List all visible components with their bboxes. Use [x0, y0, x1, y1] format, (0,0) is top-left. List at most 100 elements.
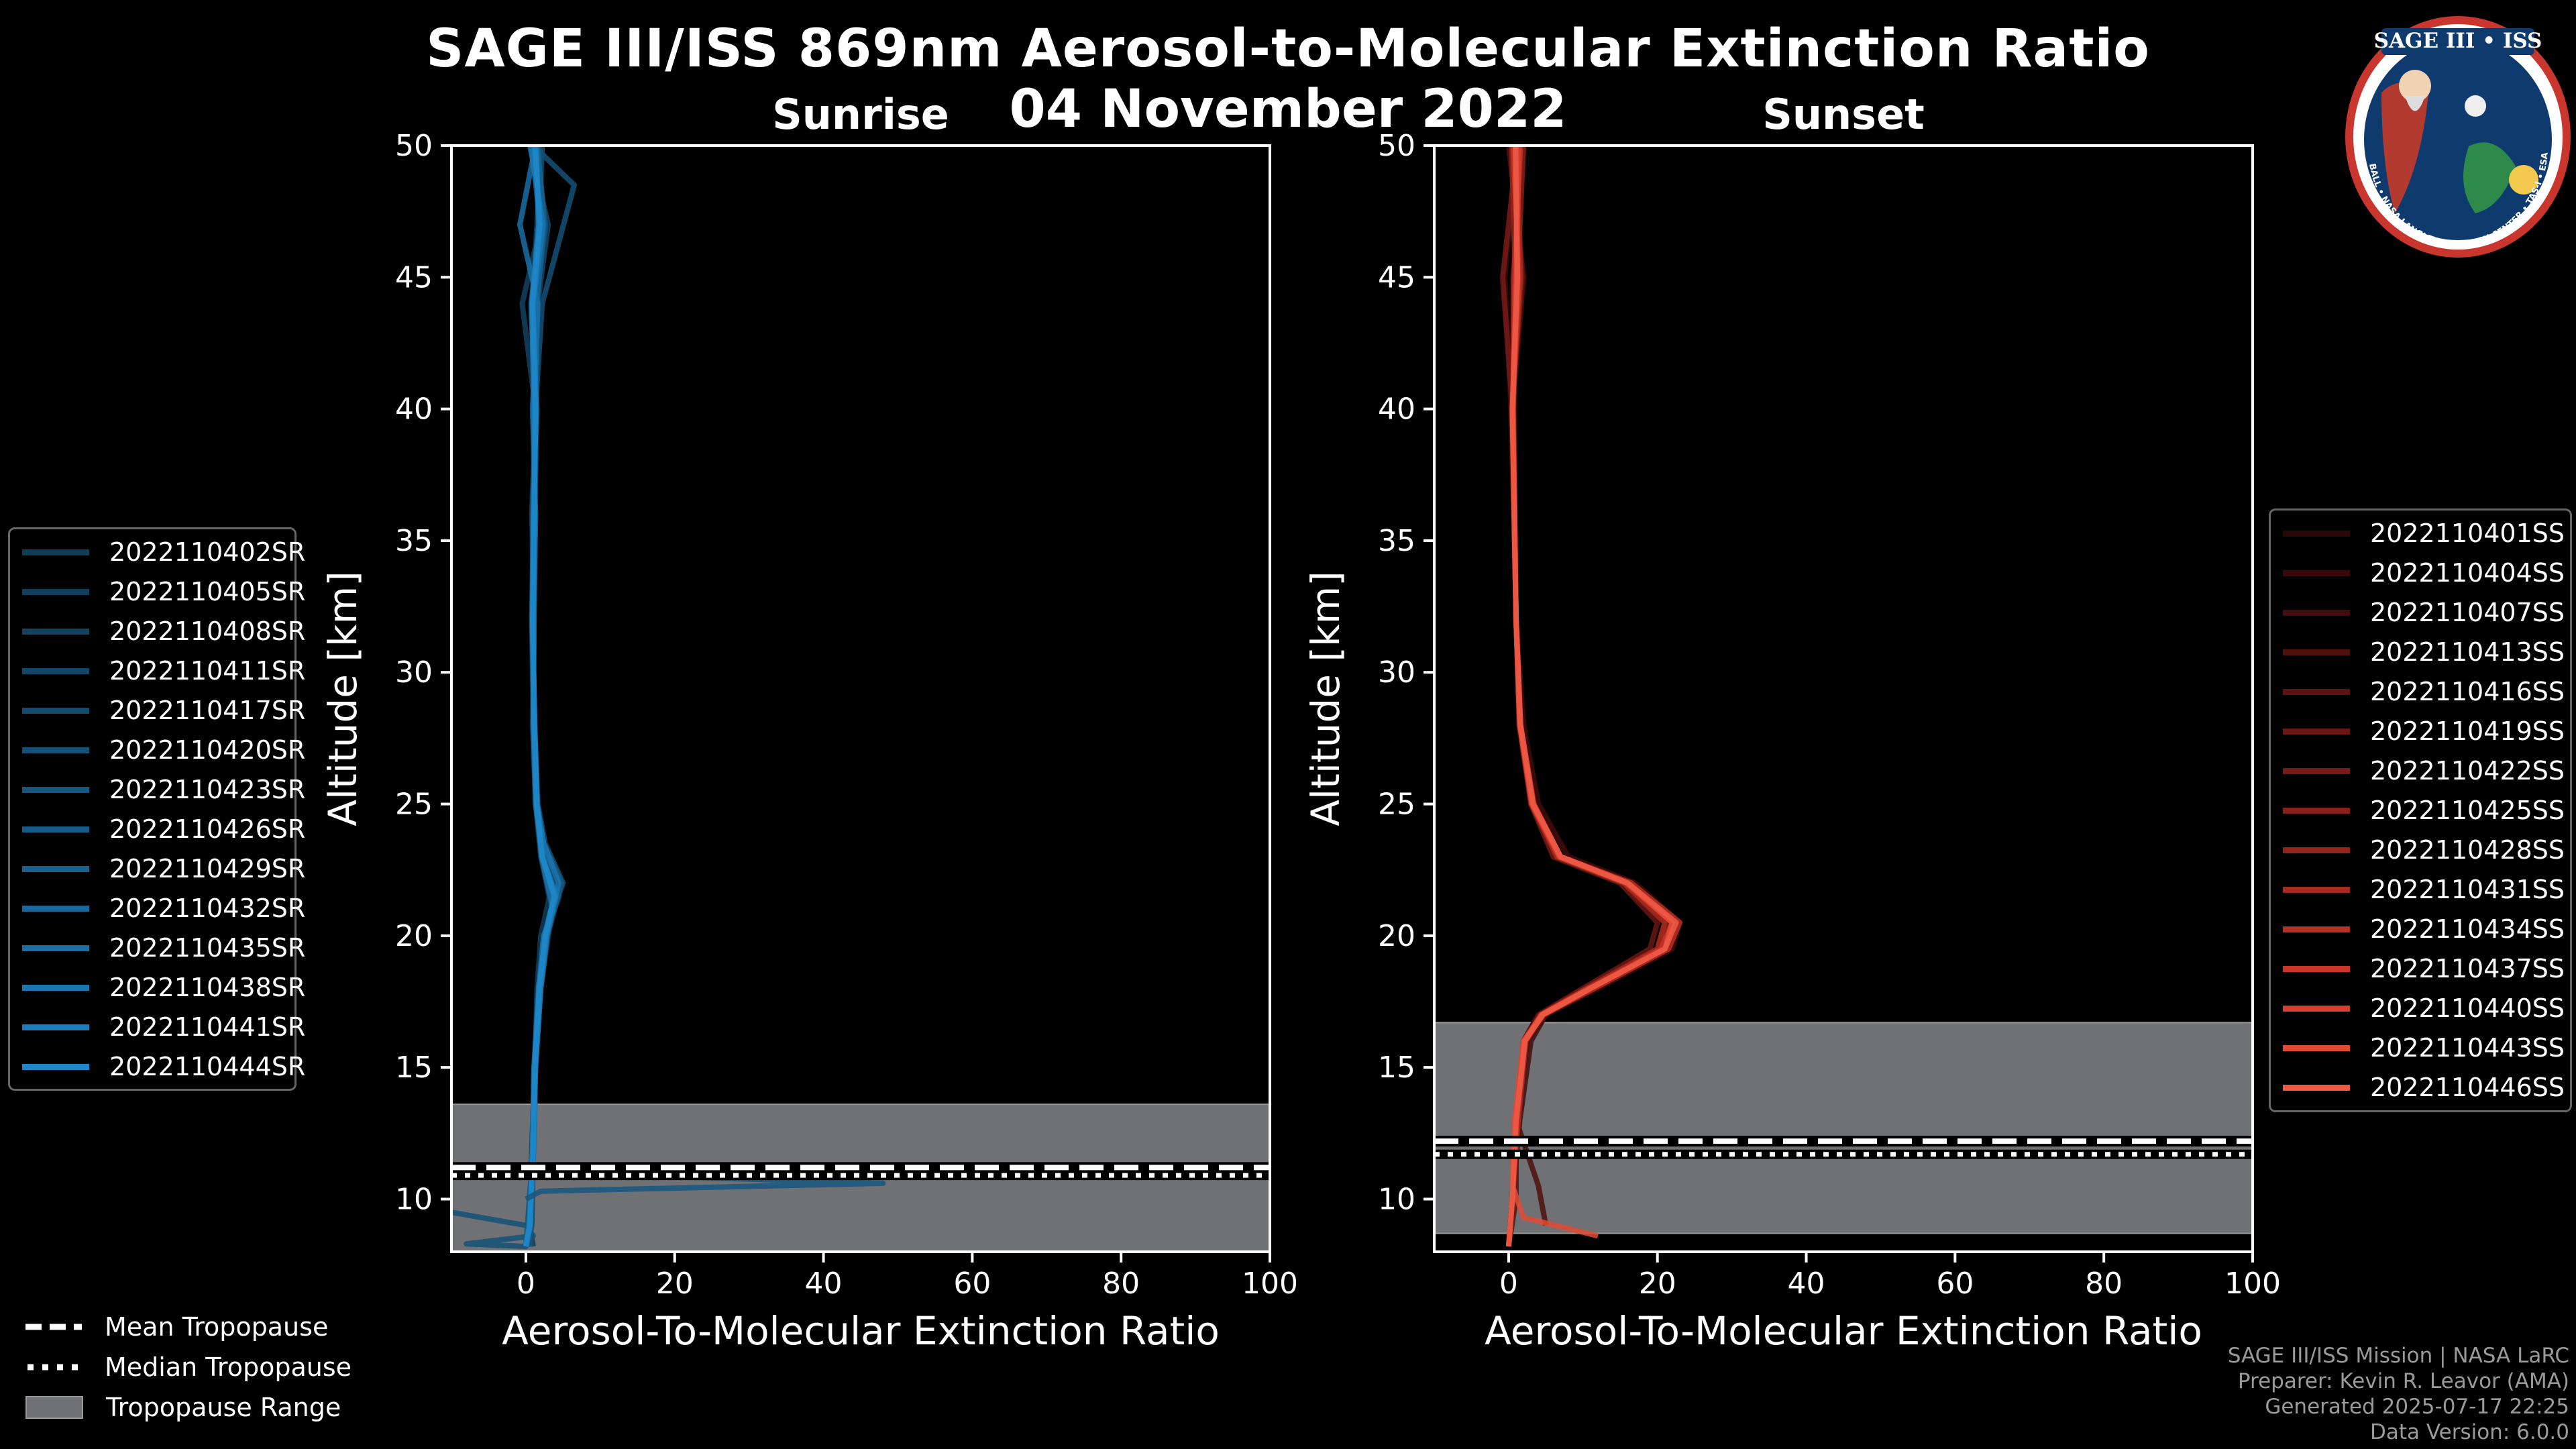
sunrise-panel-title: Sunrise [772, 90, 949, 139]
legend-label: 2022110407SS [2370, 598, 2565, 627]
legend-swatch [2283, 807, 2350, 814]
legend-label: 2022110401SS [2370, 519, 2565, 548]
legend-swatch [22, 1063, 89, 1070]
legend-item-2022110444SR: 2022110444SR [22, 1052, 305, 1081]
legend-label: 2022110428SS [2370, 835, 2565, 865]
legend-swatch [22, 1024, 89, 1030]
legend-item-2022110434SS: 2022110434SS [2283, 914, 2565, 944]
legend-swatch [22, 628, 89, 635]
legend-label: 2022110432SR [109, 894, 306, 923]
sunset-ylabel: Altitude [km] [1303, 571, 1348, 826]
legend-swatch [2283, 1005, 2350, 1012]
legend-swatch [2283, 965, 2350, 972]
legend-label: 2022110420SR [109, 735, 306, 765]
credits-block: SAGE III/ISS Mission | NASA LaRC Prepare… [2228, 1343, 2569, 1445]
sunrise-ytick-label: 20 [395, 919, 433, 953]
sunrise-ytick-label: 50 [395, 129, 433, 163]
sunrise-ytick-label: 25 [395, 788, 433, 822]
legend-label: 2022110405SR [109, 577, 306, 606]
sunrise-plot: 0 20 40 60 80 100 10 15 20 25 30 35 40 45 50 Aerosol-To… [320, 129, 1298, 1354]
sunrise-xtick-label: 100 [1242, 1267, 1298, 1301]
sunrise-series-2022110444SR [523, 145, 557, 1247]
sage-iii-iss-logo: SAGE III • ISS BALL • NASA LANGLEY RESEA… [2345, 16, 2571, 258]
legend-label: 2022110404SS [2370, 558, 2565, 588]
sunrise-ytick-label: 40 [395, 392, 433, 427]
legend-label: 2022110441SR [109, 1012, 306, 1042]
mean-tropopause-label: Mean Tropopause [105, 1312, 329, 1342]
legend-label: 2022110411SR [109, 656, 306, 686]
legend-item-2022110429SR: 2022110429SR [22, 854, 305, 883]
tropopause-range-label: Tropopause Range [106, 1393, 341, 1422]
sunrise-ytick-label: 15 [395, 1051, 433, 1085]
legend-item-2022110402SR: 2022110402SR [22, 537, 305, 567]
legend-label: 2022110438SR [109, 973, 306, 1002]
legend-label: 2022110408SR [109, 616, 306, 646]
sunset-xtick-label: 40 [1788, 1267, 1825, 1301]
sunrise-ytick-label: 35 [395, 524, 433, 558]
sunrise-xtick-label: 20 [656, 1267, 694, 1301]
legend-swatch [2283, 1044, 2350, 1051]
legend-item-2022110413SS: 2022110413SS [2283, 637, 2565, 667]
legend-item-2022110408SR: 2022110408SR [22, 616, 305, 646]
legend-swatch [2283, 886, 2350, 893]
median-tropopause-legend-item: Median Tropopause [25, 1352, 352, 1382]
legend-item-2022110440SS: 2022110440SS [2283, 994, 2565, 1023]
legend-swatch [22, 707, 89, 714]
legend-swatch [2283, 926, 2350, 932]
legend-label: 2022110437SS [2370, 954, 2565, 983]
credit-preparer: Preparer: Kevin R. Leavor (AMA) [2237, 1369, 2569, 1393]
sunset-ytick-label: 20 [1378, 919, 1415, 953]
legend-swatch [22, 588, 89, 595]
legend-item-2022110443SS: 2022110443SS [2283, 1033, 2565, 1063]
legend-swatch [2283, 688, 2350, 695]
legend-label: 2022110435SR [109, 933, 306, 963]
legend-swatch [2283, 847, 2350, 853]
legend-swatch [22, 865, 89, 872]
legend-swatch [2283, 570, 2350, 576]
legend-swatch [22, 667, 89, 674]
legend-label: 2022110413SS [2370, 637, 2565, 667]
legend-item-2022110446SS: 2022110446SS [2283, 1073, 2565, 1102]
legend-swatch [2283, 767, 2350, 774]
sunrise-axes-frame [450, 144, 1271, 1253]
legend-label: 2022110425SS [2370, 796, 2565, 825]
sunrise-xtick-label: 60 [953, 1267, 991, 1301]
legend-label: 2022110416SS [2370, 677, 2565, 706]
legend-swatch [2283, 609, 2350, 616]
credit-mission: SAGE III/ISS Mission | NASA LaRC [2227, 1344, 2569, 1368]
legend-item-2022110422SS: 2022110422SS [2283, 756, 2565, 786]
sunset-xtick-label: 80 [2085, 1267, 2123, 1301]
legend-swatch [22, 984, 89, 991]
sunrise-xtick-label: 80 [1102, 1267, 1140, 1301]
legend-label: 2022110429SR [109, 854, 306, 883]
sunset-series-2022110446SS [1505, 145, 1679, 1247]
sunrise-xtick-label: 0 [517, 1267, 535, 1301]
sunset-xtick-label: 20 [1639, 1267, 1676, 1301]
sunrise-legend: 2022110402SR 2022110405SR 2022110408SR 2022… [8, 527, 305, 1091]
sunset-xtick-label: 100 [2224, 1267, 2281, 1301]
sunrise-ylabel: Altitude [km] [320, 571, 366, 826]
legend-item-2022110432SR: 2022110432SR [22, 894, 305, 923]
legend-swatch [2283, 649, 2350, 655]
mean-tropopause-legend-item: Mean Tropopause [25, 1312, 328, 1342]
legend-label: 2022110423SR [109, 775, 306, 804]
legend-item-2022110441SR: 2022110441SR [22, 1012, 305, 1042]
sunset-axes-frame [1433, 144, 2254, 1253]
sunrise-xlabel: Aerosol-To-Molecular Extinction Ratio [502, 1308, 1220, 1354]
sunset-ytick-label: 45 [1378, 260, 1415, 294]
legend-item-2022110425SS: 2022110425SS [2283, 796, 2565, 825]
legend-swatch [2283, 728, 2350, 735]
legend-item-2022110417SR: 2022110417SR [22, 696, 305, 725]
legend-label: 2022110402SR [109, 537, 306, 567]
legend-item-2022110428SS: 2022110428SS [2283, 835, 2565, 865]
legend-swatch [2283, 530, 2350, 537]
sunset-legend: 2022110401SS 2022110404SS 2022110407SS 2022… [2269, 508, 2572, 1112]
legend-label: 2022110443SS [2370, 1033, 2565, 1063]
sunset-ytick-label: 50 [1378, 129, 1415, 163]
sunset-panel-title: Sunset [1762, 90, 1925, 139]
legend-swatch [22, 945, 89, 951]
tropopause-range-legend-item: Tropopause Range [25, 1393, 341, 1422]
sunset-xtick-label: 0 [1499, 1267, 1518, 1301]
figure-title: SAGE III/ISS 869nm Aerosol-to-Molecular … [426, 19, 2150, 79]
figure-date: 04 November 2022 [1009, 79, 1567, 140]
